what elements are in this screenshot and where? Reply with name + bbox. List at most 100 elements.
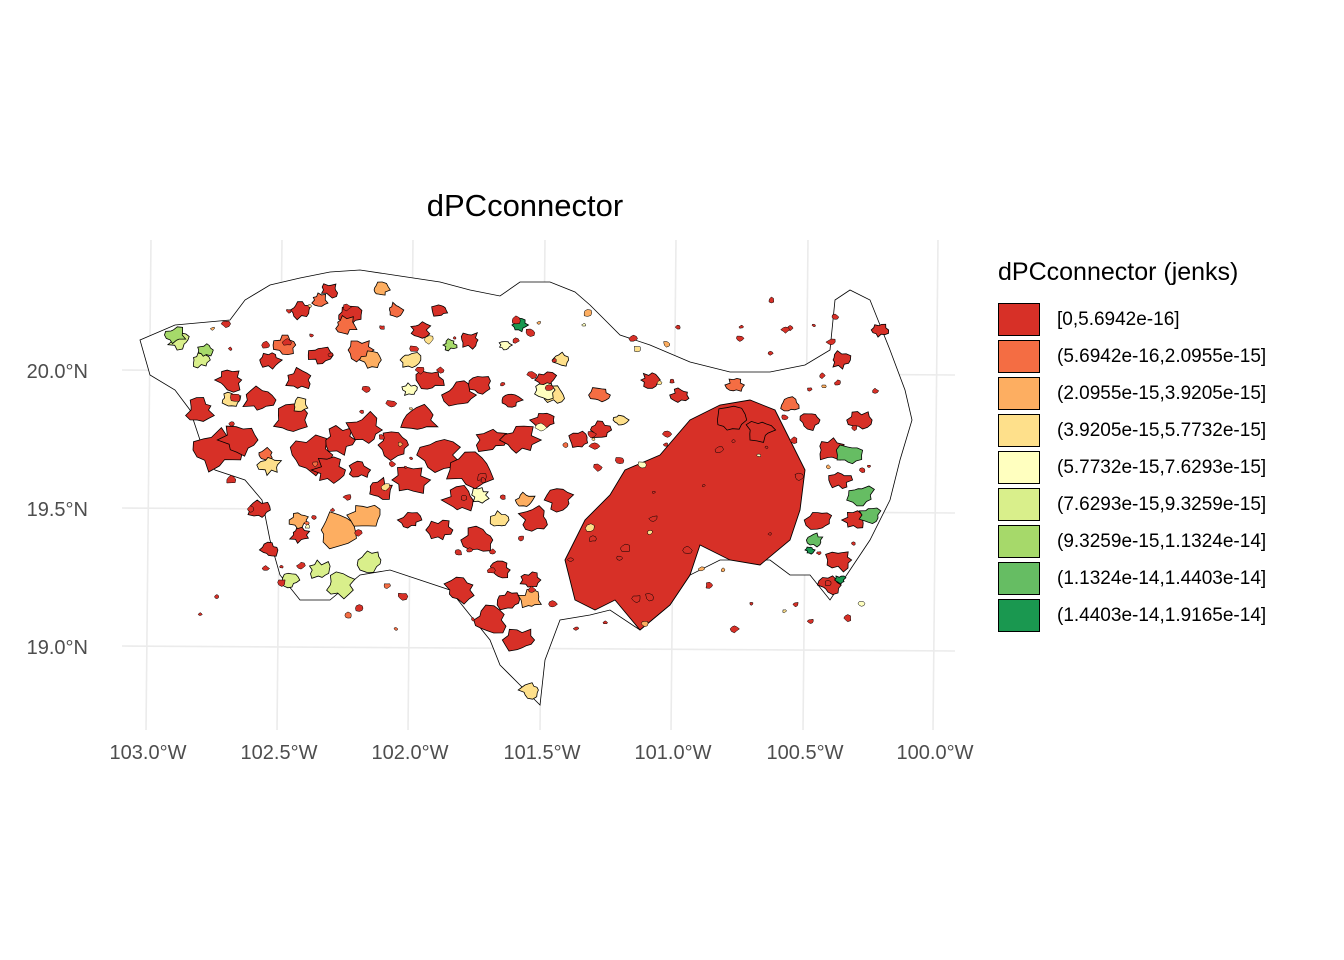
region-patch	[501, 628, 536, 652]
region-patch	[214, 594, 219, 599]
region-patch	[731, 439, 736, 444]
region-patch	[581, 322, 586, 327]
region-patch	[311, 515, 317, 520]
region-patch	[851, 425, 858, 432]
region-patch	[452, 336, 457, 340]
x-tick-label: 102.5°W	[240, 742, 318, 764]
region-patch	[383, 583, 391, 589]
region-patch	[794, 472, 804, 481]
region-patch	[312, 461, 318, 468]
region-patch	[373, 281, 391, 296]
x-tick-label: 100.0°W	[896, 742, 974, 764]
region-patch	[640, 372, 661, 389]
region-patch	[867, 464, 871, 468]
region-patch	[197, 612, 203, 616]
region-patch	[517, 505, 548, 532]
region-patch	[663, 341, 671, 348]
region-patch	[396, 511, 423, 529]
region-patch	[587, 431, 597, 439]
region-patch	[414, 366, 425, 375]
region-patch	[286, 309, 292, 314]
legend-item: [0,5.6942e-16]	[998, 301, 1338, 338]
x-tick-label: 103.0°W	[109, 742, 187, 764]
region-patch	[517, 589, 543, 609]
region-patch	[738, 324, 744, 329]
region-patch	[361, 386, 371, 393]
region-patch	[346, 504, 381, 527]
region-patch	[544, 384, 555, 391]
legend-label: (5.6942e-16,2.0955e-15]	[1057, 345, 1267, 367]
region-patch	[400, 403, 439, 430]
region-patch	[226, 474, 237, 484]
region-patch	[398, 441, 404, 447]
region-patch	[359, 350, 382, 369]
region-patch	[682, 545, 693, 554]
region-patch	[498, 425, 543, 454]
region-patch	[348, 460, 372, 478]
region-patch	[261, 340, 270, 349]
region-patch	[858, 507, 882, 525]
region-patch	[543, 488, 575, 513]
region-patch	[425, 519, 454, 541]
meridian-line	[145, 239, 152, 731]
region-patch	[821, 384, 827, 388]
region-patch	[460, 525, 494, 552]
legend-label: [0,5.6942e-16]	[1057, 308, 1180, 330]
region-patch	[197, 343, 214, 357]
region-patch	[398, 592, 409, 601]
map-title: dPCconnector	[426, 188, 624, 223]
region-patch	[616, 555, 623, 561]
legend-item: (5.7732e-15,7.6293e-15]	[998, 449, 1338, 486]
region-patch	[431, 304, 449, 317]
region-patch	[355, 604, 364, 612]
legend-title: dPCconnector (jenks)	[998, 258, 1239, 286]
region-patch	[764, 445, 769, 450]
region-patch	[475, 428, 508, 452]
region-patch	[526, 371, 538, 380]
region-patch	[285, 366, 312, 390]
region-patch	[409, 345, 420, 352]
region-patch	[404, 465, 408, 469]
region-patch	[566, 557, 575, 562]
region-patch	[588, 442, 601, 450]
region-patch	[645, 593, 654, 602]
region-patch	[806, 618, 814, 624]
region-patch	[536, 321, 541, 325]
region-patch	[846, 411, 873, 430]
region-patch	[393, 627, 399, 631]
region-patch	[258, 541, 279, 557]
legend-item: (9.3259e-15,1.1324e-14]	[998, 523, 1338, 560]
region-patch	[435, 366, 445, 374]
x-tick-label: 100.5°W	[766, 742, 844, 764]
region-patch	[518, 535, 524, 542]
legend-swatch	[998, 451, 1040, 484]
region-patch	[768, 296, 775, 304]
region-patch	[652, 491, 656, 494]
region-patch	[486, 567, 496, 574]
legend-item: (7.6293e-15,9.3259e-15]	[998, 486, 1338, 523]
x-tick-label: 101.0°W	[634, 742, 712, 764]
region-patch	[296, 561, 306, 570]
region-patch	[851, 541, 856, 546]
region-patch	[612, 414, 630, 426]
meridian-line	[932, 239, 939, 731]
region-patch	[825, 551, 853, 573]
region-patch	[551, 357, 557, 363]
region-patch	[261, 565, 271, 571]
region-patch	[277, 579, 286, 587]
region-patch	[803, 512, 833, 530]
region-patch	[343, 303, 352, 312]
legend-label: (1.4403e-14,1.9165e-14]	[1057, 604, 1267, 626]
region-patch	[443, 576, 475, 605]
region-patch	[780, 396, 800, 412]
region-patch	[661, 430, 673, 438]
region-patch	[409, 407, 414, 411]
region-patch	[500, 382, 506, 387]
region-patch	[185, 397, 215, 422]
region-patch	[564, 399, 806, 631]
region-patch	[780, 326, 791, 334]
legend-item: (1.4403e-14,1.9165e-14]	[998, 597, 1338, 634]
region-patch	[716, 405, 748, 431]
region-patch	[359, 409, 364, 414]
